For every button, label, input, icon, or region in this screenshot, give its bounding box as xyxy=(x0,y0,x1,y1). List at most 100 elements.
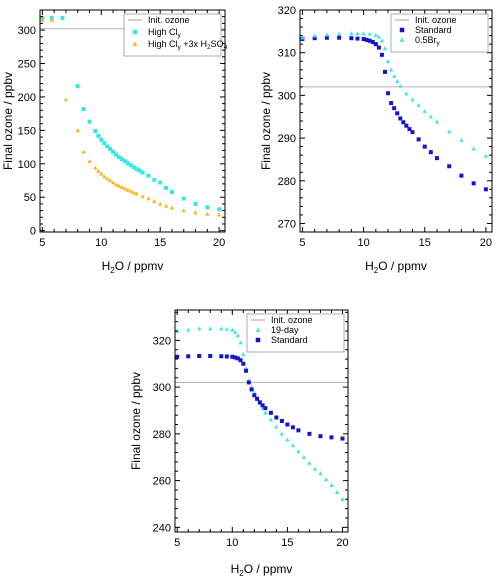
y-tick-label: 250 xyxy=(18,58,36,70)
data-point xyxy=(146,173,151,178)
data-point xyxy=(376,34,381,39)
data-point xyxy=(355,36,360,41)
y-tick-label: 300 xyxy=(153,382,171,394)
data-point xyxy=(263,406,268,411)
x-tick-label: 20 xyxy=(336,537,348,549)
y-tick-label: 310 xyxy=(278,48,296,60)
data-point xyxy=(111,149,116,154)
plot-frame xyxy=(174,309,349,533)
data-point xyxy=(398,116,403,121)
data-point xyxy=(389,67,394,72)
data-point xyxy=(105,176,110,181)
data-point xyxy=(193,210,198,215)
data-point xyxy=(134,191,139,196)
data-point xyxy=(382,69,387,74)
data-point xyxy=(241,361,246,366)
data-point xyxy=(268,410,273,415)
data-point xyxy=(323,477,329,482)
data-point xyxy=(279,419,284,423)
y-tick-label: 300 xyxy=(18,25,36,37)
data-point xyxy=(301,454,307,459)
data-point xyxy=(128,188,133,193)
x-tick-label: 10 xyxy=(95,237,107,249)
data-point xyxy=(386,91,391,96)
data-point xyxy=(379,38,385,43)
data-point xyxy=(186,327,191,332)
x-tick-label: 15 xyxy=(419,237,431,249)
data-point xyxy=(102,174,107,179)
data-point xyxy=(324,35,329,40)
data-point xyxy=(49,17,54,22)
data-point xyxy=(252,393,257,398)
x-axis-label: H2O / ppmv xyxy=(102,259,164,275)
data-point xyxy=(233,355,238,360)
data-point xyxy=(108,147,113,152)
x-axis-label: H2O / ppmv xyxy=(231,562,293,578)
data-point xyxy=(181,208,186,213)
data-point xyxy=(93,129,98,134)
data-point xyxy=(238,358,243,363)
data-point xyxy=(447,129,452,134)
data-point xyxy=(395,111,400,116)
data-point xyxy=(279,431,284,436)
data-point xyxy=(122,186,127,191)
data-point xyxy=(404,123,409,128)
data-point xyxy=(60,16,65,21)
y-tick-label: 320 xyxy=(278,5,296,17)
data-point xyxy=(131,165,136,170)
data-point xyxy=(63,97,69,102)
data-point xyxy=(382,46,388,51)
data-point xyxy=(208,326,213,331)
data-point xyxy=(349,36,354,41)
data-point xyxy=(334,489,340,494)
data-point xyxy=(329,435,334,440)
series-1 xyxy=(175,354,345,441)
data-point xyxy=(163,203,169,208)
y-tick-label: 150 xyxy=(18,125,36,137)
x-tick-label: 10 xyxy=(226,537,238,549)
data-point xyxy=(340,497,345,501)
legend-label: Init. ozone xyxy=(415,15,457,25)
data-point xyxy=(274,424,279,429)
data-point xyxy=(471,146,476,151)
data-point xyxy=(373,32,378,37)
data-point xyxy=(296,449,301,454)
data-point xyxy=(410,130,415,135)
data-point xyxy=(340,436,345,441)
data-point xyxy=(181,196,186,201)
x-tick-label: 20 xyxy=(213,237,225,249)
legend-label: Standard xyxy=(415,25,452,35)
data-point xyxy=(158,180,163,185)
data-point xyxy=(146,196,151,201)
data-point xyxy=(232,329,238,334)
x-axis-label: H2O / ppmv xyxy=(365,259,427,275)
data-point xyxy=(422,144,427,149)
data-point xyxy=(197,326,202,331)
data-point xyxy=(116,155,121,160)
data-point xyxy=(152,177,157,182)
series-1 xyxy=(40,17,222,217)
chart-panel-c: 5 10 15 20 240 260 280 300 320 H2O / ppmv Final oz… xyxy=(129,309,349,578)
data-point xyxy=(407,127,412,132)
y-tick-label: 50 xyxy=(24,192,36,204)
data-point xyxy=(113,182,119,187)
data-point xyxy=(128,163,133,168)
data-point xyxy=(193,201,198,206)
data-point xyxy=(249,387,254,392)
y-tick-label: 280 xyxy=(153,429,171,441)
data-point xyxy=(137,168,142,173)
data-point xyxy=(81,149,86,154)
data-point xyxy=(312,466,318,471)
data-point xyxy=(290,443,295,448)
data-point xyxy=(122,159,127,164)
data-point xyxy=(428,114,433,119)
data-point xyxy=(102,141,107,146)
data-point xyxy=(422,108,427,113)
data-point xyxy=(87,158,92,163)
data-point xyxy=(307,460,312,465)
data-point xyxy=(447,164,452,169)
data-point xyxy=(416,102,421,107)
data-point xyxy=(169,189,174,194)
